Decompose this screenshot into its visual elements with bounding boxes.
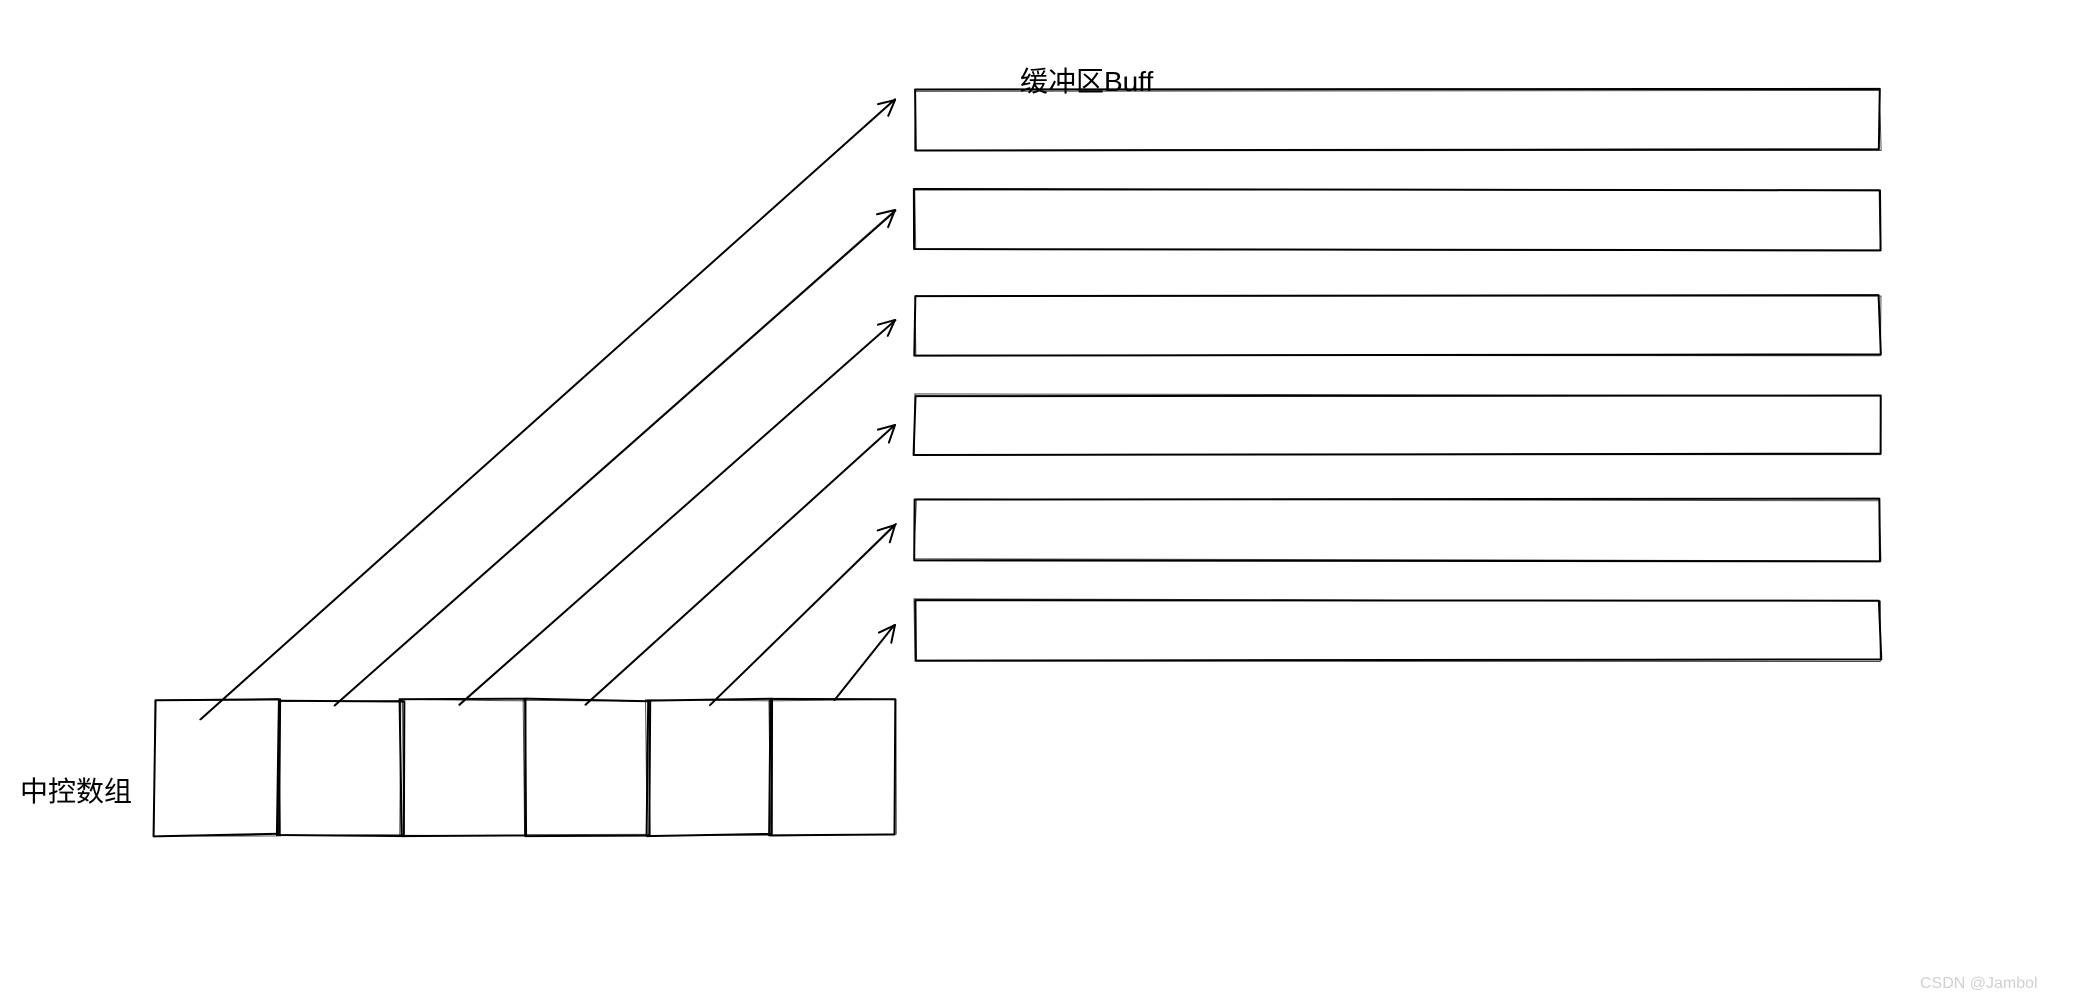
buffer-box-1 bbox=[914, 189, 1881, 250]
arrow-5 bbox=[835, 624, 895, 700]
arrow-4 bbox=[710, 525, 894, 706]
buffer-box-2 bbox=[914, 295, 1881, 355]
array-cell-3 bbox=[525, 699, 650, 836]
array-cell-1 bbox=[277, 701, 404, 836]
array-cell-2 bbox=[400, 699, 527, 836]
arrow-2 bbox=[459, 320, 895, 706]
arrow-1 bbox=[334, 209, 895, 705]
array-cell-0 bbox=[154, 699, 281, 836]
buffer-title: 缓冲区Buff bbox=[1020, 60, 1153, 100]
buffer-box-4 bbox=[914, 499, 1880, 562]
watermark-text: CSDN @Jambol bbox=[1920, 975, 2038, 993]
array-label: 中控数组 bbox=[20, 770, 132, 810]
array-cell-5 bbox=[769, 699, 895, 835]
buffer-box-3 bbox=[914, 395, 1881, 455]
array-cell-4 bbox=[647, 699, 772, 836]
buffer-box-5 bbox=[915, 600, 1881, 660]
arrow-3 bbox=[585, 424, 895, 704]
diagram-canvas bbox=[0, 0, 2079, 1005]
